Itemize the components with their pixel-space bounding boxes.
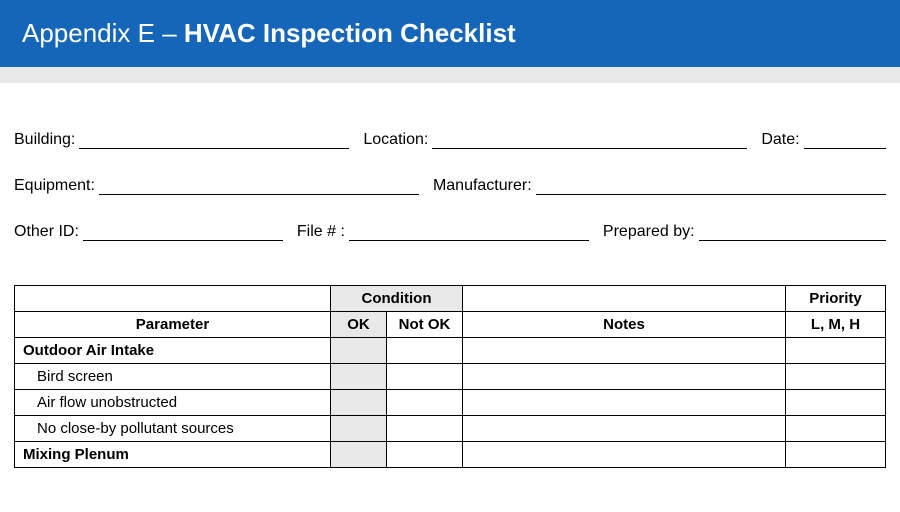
label-otherid: Other ID:: [14, 223, 83, 241]
grey-separator: [0, 67, 900, 83]
row-label: Bird screen: [15, 364, 331, 390]
table-row: Bird screen: [15, 364, 886, 390]
table-row: Outdoor Air Intake: [15, 338, 886, 364]
cell-priority[interactable]: [786, 442, 886, 468]
label-location: Location:: [363, 131, 432, 149]
form-row-1: Building: Location: Date:: [14, 131, 886, 149]
table-body: Outdoor Air Intake Bird screen Air flow …: [15, 338, 886, 468]
line-manufacturer[interactable]: [536, 181, 886, 195]
cell-notok[interactable]: [387, 442, 463, 468]
cell-ok[interactable]: [331, 442, 387, 468]
cell-priority[interactable]: [786, 338, 886, 364]
line-date[interactable]: [804, 135, 886, 149]
line-otherid[interactable]: [83, 227, 283, 241]
banner-prefix: Appendix E –: [22, 18, 184, 48]
cell-ok[interactable]: [331, 338, 387, 364]
table-row: No close-by pollutant sources: [15, 416, 886, 442]
header-ok: OK: [331, 312, 387, 338]
row-label: Outdoor Air Intake: [15, 338, 331, 364]
row-label: Air flow unobstructed: [15, 390, 331, 416]
label-date: Date:: [761, 131, 803, 149]
form-fields: Building: Location: Date: Equipment: Man…: [0, 83, 900, 285]
line-location[interactable]: [432, 135, 747, 149]
row-label: Mixing Plenum: [15, 442, 331, 468]
cell-notok[interactable]: [387, 416, 463, 442]
form-row-3: Other ID: File # : Prepared by:: [14, 223, 886, 241]
cell-notes[interactable]: [463, 416, 786, 442]
header-parameter: Parameter: [15, 312, 331, 338]
row-label: No close-by pollutant sources: [15, 416, 331, 442]
header-priority: Priority: [786, 286, 886, 312]
cell-priority[interactable]: [786, 364, 886, 390]
header-blank-tl: [15, 286, 331, 312]
label-preparedby: Prepared by:: [603, 223, 699, 241]
header-notes: Notes: [463, 312, 786, 338]
cell-ok[interactable]: [331, 364, 387, 390]
cell-ok[interactable]: [331, 416, 387, 442]
table-row: Air flow unobstructed: [15, 390, 886, 416]
form-row-2: Equipment: Manufacturer:: [14, 177, 886, 195]
cell-notok[interactable]: [387, 390, 463, 416]
line-preparedby[interactable]: [699, 227, 886, 241]
title-banner: Appendix E – HVAC Inspection Checklist: [0, 0, 900, 67]
header-condition: Condition: [331, 286, 463, 312]
cell-notok[interactable]: [387, 364, 463, 390]
label-equipment: Equipment:: [14, 177, 99, 195]
checklist-table-wrap: Condition Priority Parameter OK Not OK N…: [0, 285, 900, 468]
header-row-2: Parameter OK Not OK Notes L, M, H: [15, 312, 886, 338]
line-fileno[interactable]: [349, 227, 589, 241]
header-notok: Not OK: [387, 312, 463, 338]
cell-notes[interactable]: [463, 338, 786, 364]
label-fileno: File # :: [297, 223, 349, 241]
header-lmh: L, M, H: [786, 312, 886, 338]
cell-notes[interactable]: [463, 364, 786, 390]
banner-title: HVAC Inspection Checklist: [184, 18, 516, 48]
label-building: Building:: [14, 131, 79, 149]
cell-notok[interactable]: [387, 338, 463, 364]
cell-priority[interactable]: [786, 416, 886, 442]
label-manufacturer: Manufacturer:: [433, 177, 536, 195]
line-building[interactable]: [79, 135, 349, 149]
cell-ok[interactable]: [331, 390, 387, 416]
cell-notes[interactable]: [463, 390, 786, 416]
header-blank-notes: [463, 286, 786, 312]
line-equipment[interactable]: [99, 181, 419, 195]
header-row-1: Condition Priority: [15, 286, 886, 312]
cell-notes[interactable]: [463, 442, 786, 468]
cell-priority[interactable]: [786, 390, 886, 416]
table-row: Mixing Plenum: [15, 442, 886, 468]
checklist-table: Condition Priority Parameter OK Not OK N…: [14, 285, 886, 468]
